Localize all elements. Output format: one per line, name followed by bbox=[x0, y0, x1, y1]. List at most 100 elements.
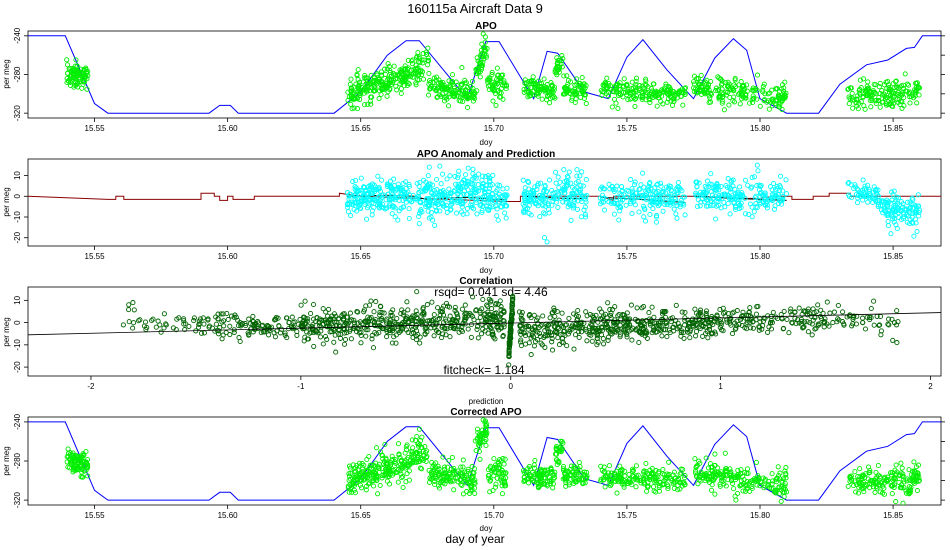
apo-point bbox=[912, 87, 918, 93]
anomaly-point bbox=[660, 196, 666, 202]
anomaly-point bbox=[891, 219, 897, 225]
correlation-point bbox=[387, 330, 393, 336]
corrected-xlabel: doy bbox=[480, 524, 493, 533]
correlation-point bbox=[314, 315, 320, 321]
apo-point bbox=[445, 103, 452, 109]
apo-point bbox=[494, 76, 500, 82]
anomaly-point bbox=[673, 211, 679, 217]
correlation-point bbox=[136, 318, 142, 324]
apo-point bbox=[405, 71, 412, 77]
apo-point bbox=[551, 94, 557, 100]
correlation-point bbox=[186, 323, 192, 329]
corrected-point bbox=[442, 464, 448, 470]
anomaly-point bbox=[775, 200, 782, 207]
correlation-point bbox=[485, 303, 491, 309]
apo-xtick-label: 15.55 bbox=[85, 124, 106, 133]
apo-point bbox=[438, 81, 445, 87]
anomaly-point bbox=[675, 179, 681, 186]
correlation-point bbox=[157, 322, 163, 328]
corrected-point bbox=[534, 479, 540, 485]
corrected-point bbox=[409, 460, 416, 466]
apo-plot-area bbox=[28, 31, 941, 114]
correlation-point bbox=[808, 313, 814, 319]
correlation-point bbox=[755, 303, 761, 309]
anomaly-point bbox=[498, 197, 504, 203]
correlation-point bbox=[551, 324, 558, 330]
corrected-point bbox=[493, 462, 499, 468]
anomaly-point bbox=[613, 195, 619, 201]
apo-point bbox=[378, 82, 384, 88]
apo-point bbox=[627, 96, 633, 102]
apo-point bbox=[716, 75, 722, 81]
correlation-point bbox=[493, 300, 499, 306]
apo-point bbox=[64, 75, 70, 82]
correlation-point bbox=[698, 312, 704, 318]
corrected-point bbox=[350, 481, 356, 487]
anomaly-point bbox=[618, 192, 625, 198]
corrected-point bbox=[77, 456, 83, 462]
anomaly-point bbox=[628, 177, 634, 183]
correlation-point bbox=[341, 330, 348, 336]
correlation-point bbox=[367, 315, 373, 322]
apo-point bbox=[493, 102, 499, 108]
correlation-point bbox=[681, 335, 687, 341]
anomaly-point bbox=[454, 210, 460, 216]
apo-point bbox=[738, 79, 744, 85]
anomaly-point bbox=[529, 187, 535, 193]
apo-point bbox=[720, 91, 726, 97]
figure-title: 160115a Aircraft Data 9 bbox=[407, 1, 543, 16]
anomaly-point bbox=[644, 195, 650, 201]
correlation-point bbox=[431, 312, 437, 318]
corrected-point bbox=[387, 481, 393, 487]
anomaly-point bbox=[733, 204, 739, 210]
correlation-point bbox=[629, 337, 635, 343]
correlation-point bbox=[584, 313, 590, 319]
correlation-point bbox=[443, 316, 449, 322]
correlation-point bbox=[196, 322, 202, 328]
anomaly-point bbox=[763, 200, 769, 206]
correlation-point bbox=[404, 314, 410, 320]
apo-panel: APO doy per meg 15.55 15.60 15.65 15.70 15.7… bbox=[2, 21, 945, 147]
corrected-point bbox=[376, 465, 382, 471]
correlation-point bbox=[219, 336, 225, 342]
corrected-point bbox=[363, 487, 369, 493]
correlation-point bbox=[389, 312, 395, 319]
corrected-point bbox=[544, 467, 550, 473]
anomaly-point bbox=[541, 210, 547, 216]
correlation-point bbox=[694, 310, 700, 316]
anomaly-point bbox=[447, 173, 453, 179]
apo-point bbox=[75, 84, 81, 90]
correlation-point bbox=[212, 328, 218, 334]
correlation-point bbox=[337, 335, 344, 341]
apo-point bbox=[873, 98, 879, 104]
correlation-point bbox=[826, 323, 832, 329]
correlation-point bbox=[801, 324, 807, 330]
apo-point bbox=[72, 63, 78, 69]
corrected-point bbox=[641, 469, 647, 475]
anomaly-point bbox=[601, 207, 608, 213]
correlation-point bbox=[433, 327, 439, 333]
anomaly-point bbox=[658, 180, 664, 186]
anomaly-point bbox=[646, 181, 652, 187]
anomaly-ylabel: per meg bbox=[2, 187, 11, 216]
corrected-plot-area bbox=[28, 417, 941, 505]
corrected-point bbox=[451, 487, 457, 493]
anomaly-point bbox=[555, 204, 561, 210]
corrected-point bbox=[458, 481, 464, 488]
correlation-point bbox=[509, 316, 515, 322]
correlation-point bbox=[572, 332, 579, 338]
correlation-point bbox=[860, 315, 866, 321]
anomaly-point bbox=[434, 199, 440, 205]
anomaly-point bbox=[534, 183, 540, 189]
apo-point bbox=[849, 90, 855, 96]
corrected-point bbox=[526, 464, 532, 470]
anomaly-point bbox=[480, 184, 486, 190]
correlation-point bbox=[130, 300, 136, 306]
anomaly-point bbox=[629, 194, 636, 200]
anomaly-point bbox=[348, 213, 354, 219]
correlation-point bbox=[532, 325, 538, 331]
correlation-point bbox=[126, 319, 132, 325]
correlation-point bbox=[757, 319, 763, 325]
corrected-point bbox=[479, 427, 485, 433]
anomaly-point bbox=[708, 171, 714, 177]
